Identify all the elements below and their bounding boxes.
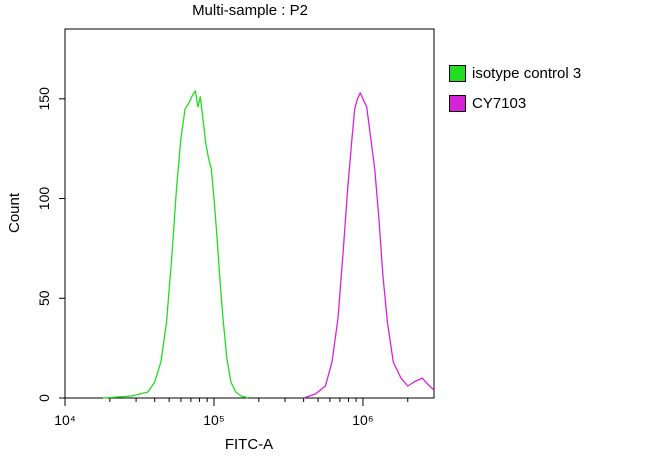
y-tick-label: 50 bbox=[36, 290, 52, 306]
x-axis-label: FITC-A bbox=[225, 436, 273, 453]
axes: 0 50 100 150 10⁴ 10⁵ 10⁶ bbox=[36, 28, 435, 428]
series-layer bbox=[102, 90, 435, 399]
legend-label-cy7103: CY7103 bbox=[472, 94, 527, 112]
legend-item-cy7103: CY7103 bbox=[449, 91, 581, 115]
legend-swatch-isotype bbox=[449, 64, 466, 82]
y-tick-label: 100 bbox=[36, 187, 52, 211]
chart-title: Multi-sample : P2 bbox=[192, 2, 308, 19]
x-tick-label: 10⁵ bbox=[203, 412, 224, 428]
x-tick-label: 10⁶ bbox=[352, 412, 373, 428]
y-axis-label: Count bbox=[6, 192, 23, 233]
series-line-isotype-control bbox=[102, 90, 249, 399]
legend-label-isotype: isotype control 3 bbox=[472, 64, 582, 82]
x-tick-label: 10⁴ bbox=[54, 412, 76, 428]
legend-item-isotype: isotype control 3 bbox=[449, 61, 581, 85]
legend-swatch-cy7103 bbox=[449, 94, 466, 112]
legend: isotype control 3 CY7103 bbox=[449, 61, 581, 121]
y-tick-label: 0 bbox=[36, 394, 52, 402]
series-line-cy7103 bbox=[303, 92, 435, 399]
y-tick-label: 150 bbox=[36, 87, 52, 111]
plot-frame bbox=[64, 28, 435, 399]
